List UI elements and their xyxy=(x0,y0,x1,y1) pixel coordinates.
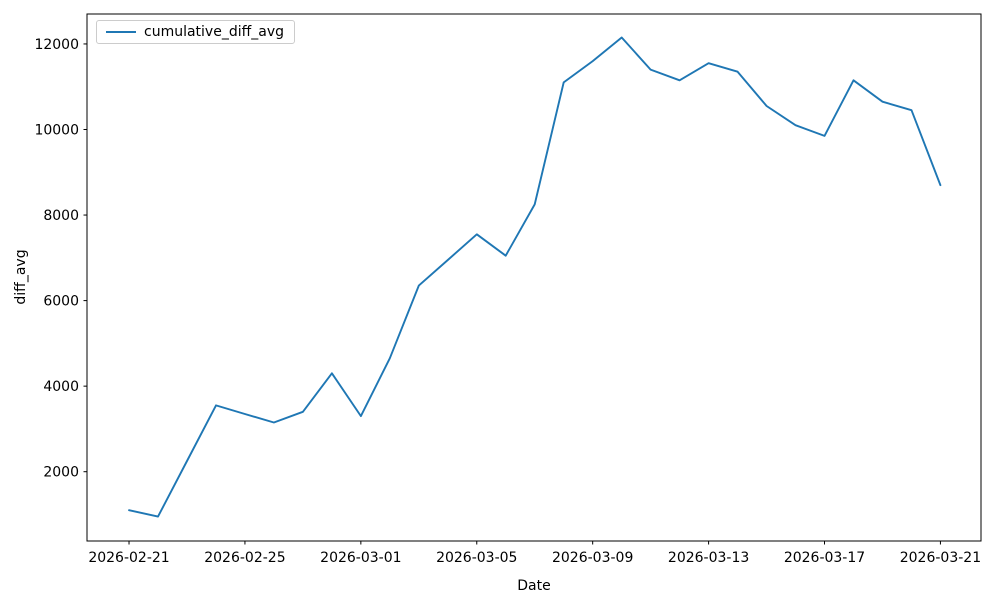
y-tick-label: 12000 xyxy=(34,37,79,53)
y-axis-title: diff_avg xyxy=(13,249,29,305)
x-tick-label: 2026-03-17 xyxy=(784,550,865,566)
x-tick-label: 2026-03-01 xyxy=(320,550,401,566)
y-tick-label: 4000 xyxy=(43,379,79,395)
y-tick-label: 2000 xyxy=(43,465,79,481)
x-tick-label: 2026-02-21 xyxy=(88,550,169,566)
x-tick-label: 2026-03-13 xyxy=(668,550,749,566)
legend-line-sample xyxy=(106,31,136,33)
plot-border xyxy=(86,13,982,542)
y-tick-label: 6000 xyxy=(43,294,79,310)
y-tick-label: 8000 xyxy=(43,208,79,224)
legend: cumulative_diff_avg xyxy=(96,20,295,44)
series-line xyxy=(128,36,942,518)
x-tick-label: 2026-03-05 xyxy=(436,550,517,566)
x-axis-title: Date xyxy=(517,578,551,594)
legend-label: cumulative_diff_avg xyxy=(144,24,284,40)
x-tick-label: 2026-03-09 xyxy=(552,550,633,566)
x-tick-label: 2026-03-21 xyxy=(900,550,981,566)
x-tick-label: 2026-02-25 xyxy=(204,550,285,566)
y-tick-label: 10000 xyxy=(34,122,79,138)
